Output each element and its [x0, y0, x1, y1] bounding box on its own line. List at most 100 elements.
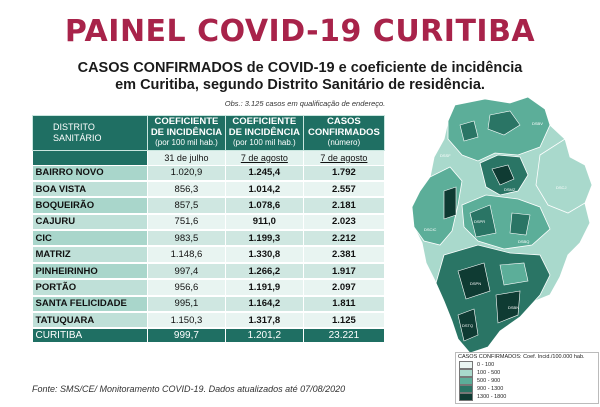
date-casos: 7 de agosto: [302, 149, 386, 166]
date-coef-agosto-text: 7 de agosto: [240, 152, 288, 163]
row-casos: 2.557: [303, 180, 386, 199]
legend-label: 900 - 1300: [477, 386, 504, 392]
header-coef-julho-label: COEFICIENTE DE INCIDÊNCIA: [150, 116, 223, 138]
legend-swatch: [459, 361, 473, 369]
row-coef-julho: 983,5: [147, 230, 226, 248]
subtitle: CASOS CONFIRMADOS de COVID-19 e coeficie…: [20, 60, 580, 94]
district-map: DSBV DSSF DSMZ DSCJ DSPR DSCIC DSBQ DSPN…: [411, 96, 593, 354]
subtitle-line-1: CASOS CONFIRMADOS de COVID-19 e coeficie…: [77, 60, 523, 76]
row-coef-agosto: 1.266,2: [225, 262, 304, 281]
table-row: CIC 983,5 1.199,3 2.212: [32, 230, 386, 248]
legend-swatch: [459, 377, 473, 385]
row-coef-agosto: 1.078,6: [225, 197, 304, 215]
row-name: BAIRRO NOVO: [32, 165, 148, 182]
legend-label: 500 - 900: [477, 378, 501, 384]
table-row: PORTÃO 956,6 1.191,9 2.097: [32, 279, 386, 297]
map-region-south-dark: [457, 262, 521, 342]
date-casos-text: 7 de agosto: [320, 152, 368, 163]
legend-item: 1300 - 1800: [456, 393, 598, 401]
legend-label: 1300 - 1800: [477, 394, 507, 400]
row-name: SANTA FELICIDADE: [32, 295, 148, 314]
map-region-center-core: [491, 164, 515, 186]
row-coef-julho: 1.020,9: [147, 165, 226, 182]
header-casos-sub: (número): [327, 138, 361, 147]
table-row: SANTA FELICIDADE 995,1 1.164,2 1.811: [32, 295, 386, 314]
map-region-south: [435, 244, 551, 354]
row-casos: 1.792: [303, 165, 386, 182]
row-coef-julho: 995,1: [147, 295, 226, 314]
date-coef-agosto: 7 de agosto: [224, 149, 304, 166]
total-name: CURITIBA: [32, 328, 148, 343]
legend-item: 100 - 500: [456, 369, 598, 377]
table-row: TATUQUARA 1.150,3 1.317,8 1.125: [32, 312, 386, 330]
row-name: PORTÃO: [32, 279, 148, 297]
map-label-dssf: DSSF: [440, 153, 451, 158]
legend-label: 100 - 500: [477, 370, 501, 376]
map-region-middle-dark: [469, 204, 531, 238]
row-coef-agosto: 1.164,2: [225, 295, 304, 314]
total-row: CURITIBA 999,7 1.201,2 23.221: [32, 328, 386, 343]
map-label-dspn: DSPN: [470, 281, 481, 286]
header-casos: CASOS CONFIRMADOS (número): [302, 115, 386, 151]
header-coef-julho-sub: (por 100 mil hab.): [155, 138, 218, 147]
legend-label: 0 - 100: [477, 362, 495, 368]
header-casos-label: CASOS CONFIRMADOS: [308, 116, 380, 138]
row-name: BOA VISTA: [32, 180, 148, 199]
map-region-east: [535, 138, 593, 214]
observation-note: Obs.: 3.125 casos em qualificação de end…: [224, 99, 386, 108]
row-name: TATUQUARA: [32, 312, 148, 330]
legend-swatch: [459, 393, 473, 401]
map-region-south-light: [499, 262, 529, 286]
row-coef-julho: 856,3: [147, 180, 226, 199]
header-distrito: DISTRITO SANITÁRIO: [32, 115, 148, 151]
map-label-dsmz: DSMZ: [504, 187, 516, 192]
map-label-dspr: DSPR: [474, 219, 485, 224]
row-coef-agosto: 1.199,3: [225, 230, 304, 248]
map-region-west: [411, 166, 463, 246]
header-coef-agosto: COEFICIENTE DE INCIDÊNCIA (por 100 mil h…: [224, 115, 304, 151]
incidence-table: DISTRITO SANITÁRIO COEFICIENTE DE INCIDÊ…: [32, 115, 386, 343]
row-coef-agosto: 1.317,8: [225, 312, 304, 330]
row-name: BOQUEIRÃO: [32, 197, 148, 215]
legend-items: 0 - 100 100 - 500 500 - 900 900 - 1300 1300 …: [456, 361, 598, 401]
row-coef-agosto: 1.014,2: [225, 180, 304, 199]
row-name: CIC: [32, 230, 148, 248]
table-row: MATRIZ 1.148,6 1.330,8 2.381: [32, 246, 386, 264]
page-title: PAINEL COVID-19 CURITIBA: [64, 14, 536, 49]
map-region-west-dark: [443, 186, 457, 220]
map-label-dsbv: DSBV: [532, 121, 543, 126]
row-coef-julho: 956,6: [147, 279, 226, 297]
map-label-dstq: DSTQ: [462, 323, 473, 328]
source-note: Fonte: SMS/CE/ Monitoramento COVID-19. D…: [32, 384, 346, 394]
row-casos: 1.917: [303, 262, 386, 281]
table-row: BOQUEIRÃO 857,5 1.078,6 2.181: [32, 197, 386, 215]
table-body: BAIRRO NOVO 1.020,9 1.245,4 1.792 BOA VISTA 8…: [32, 165, 386, 330]
date-cell-empty: [32, 149, 148, 166]
header-coef-agosto-label: COEFICIENTE DE INCIDÊNCIA: [228, 116, 300, 138]
row-coef-julho: 857,5: [147, 197, 226, 215]
legend-swatch: [459, 369, 473, 377]
table-row: CAJURU 751,6 911,0 2.023: [32, 213, 386, 232]
legend-title: CASOS CONFIRMADOS: Coef. Incid./100.000 …: [458, 354, 585, 360]
row-coef-julho: 751,6: [147, 213, 226, 232]
header-coef-julho: COEFICIENTE DE INCIDÊNCIA (por 100 mil h…: [147, 115, 226, 151]
row-coef-agosto: 1.245,4: [225, 165, 304, 182]
map-legend: CASOS CONFIRMADOS: Coef. Incid./100.000 …: [455, 352, 599, 404]
date-coef-julho: 31 de julho: [147, 149, 226, 166]
row-coef-agosto: 1.191,9: [225, 279, 304, 297]
subtitle-line-2: em Curitiba, segundo Distrito Sanitário …: [115, 77, 485, 93]
total-coef-julho: 999,7: [147, 328, 226, 343]
row-casos: 1.125: [303, 312, 386, 330]
table-row: BOA VISTA 856,3 1.014,2 2.557: [32, 180, 386, 199]
legend-item: 0 - 100: [456, 361, 598, 369]
legend-swatch: [459, 385, 473, 393]
row-casos: 2.181: [303, 197, 386, 215]
row-name: MATRIZ: [32, 246, 148, 264]
map-label-dscic: DSCIC: [424, 227, 437, 232]
row-name: CAJURU: [32, 213, 148, 232]
row-casos: 2.381: [303, 246, 386, 264]
table-row: PINHEIRINHO 997,4 1.266,2 1.917: [32, 262, 386, 281]
map-label-dsbq: DSBQ: [518, 239, 529, 244]
row-casos: 2.023: [303, 213, 386, 232]
row-casos: 2.212: [303, 230, 386, 248]
